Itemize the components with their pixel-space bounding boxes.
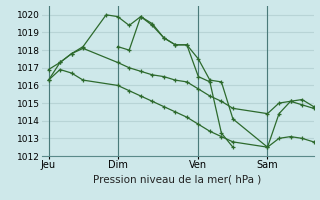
X-axis label: Pression niveau de la mer( hPa ): Pression niveau de la mer( hPa ) [93, 174, 262, 184]
